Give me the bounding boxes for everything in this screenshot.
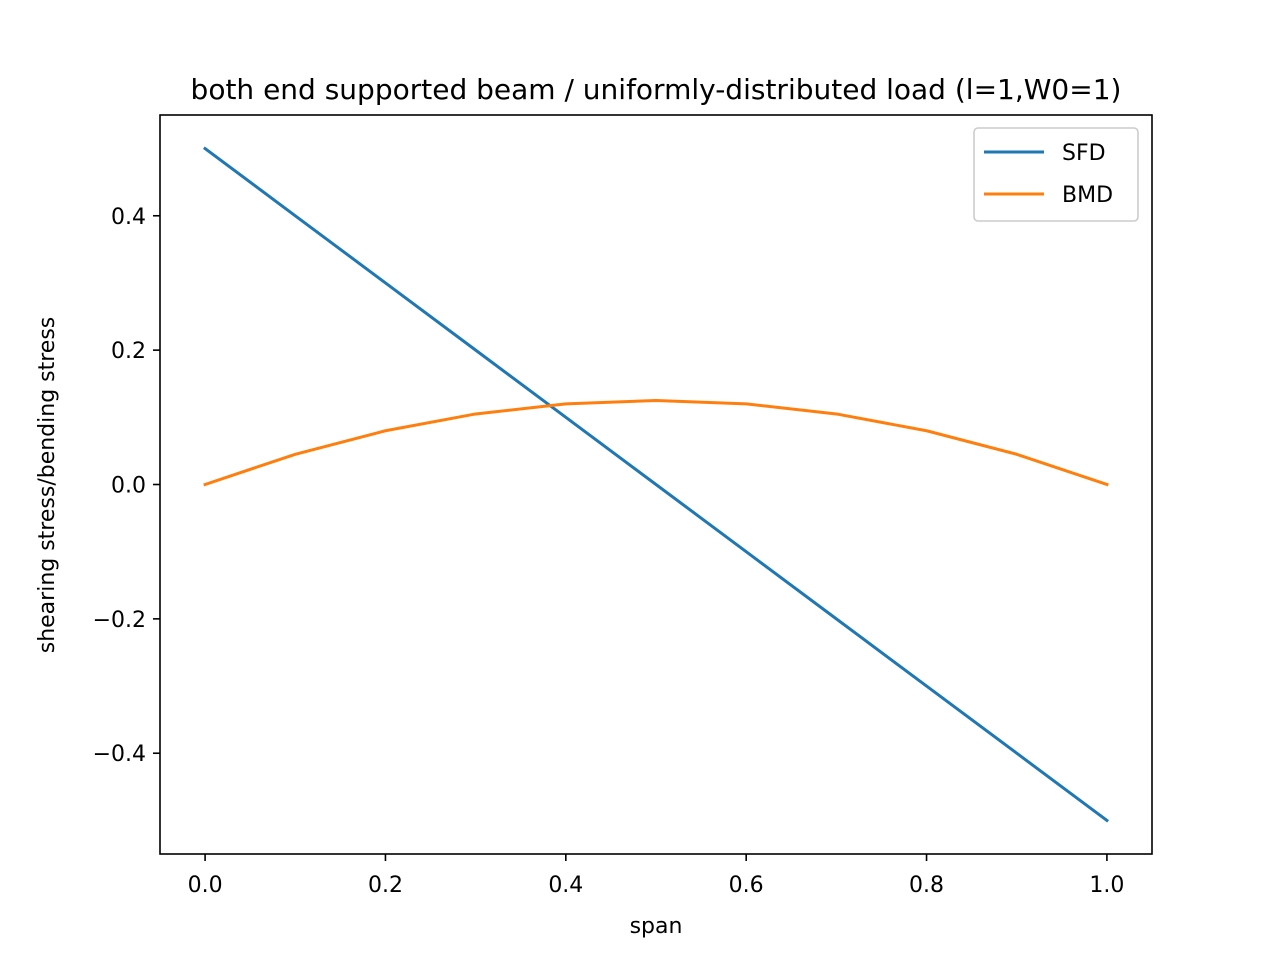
y-axis: 0.4 0.2 0.0 −0.2 −0.4	[93, 205, 160, 767]
legend: SFD BMD	[973, 127, 1139, 222]
y-tick-label: −0.2	[93, 608, 146, 633]
x-axis-label: span	[630, 914, 683, 939]
y-axis-label: shearing stress/bending stress	[35, 317, 60, 654]
legend-label-1: BMD	[1062, 183, 1113, 208]
x-tick-label: 0.8	[909, 873, 944, 898]
legend-entries: SFD BMD	[984, 141, 1113, 208]
x-tick-label: 0.4	[548, 873, 583, 898]
legend-box	[973, 127, 1139, 222]
x-tick-label: 0.6	[729, 873, 764, 898]
x-axis: 0.0 0.2 0.4 0.6 0.8 1.0	[188, 854, 1124, 898]
y-tick-label: 0.2	[111, 339, 146, 364]
chart-title: both end supported beam / uniformly-dist…	[191, 73, 1122, 106]
x-tick-label: 0.2	[368, 873, 403, 898]
y-tick-label: −0.4	[93, 742, 146, 767]
legend-label-0: SFD	[1062, 141, 1106, 166]
series-line-1	[203, 399, 1109, 487]
y-tick-label: 0.4	[111, 205, 146, 230]
y-tick-label: 0.0	[111, 474, 146, 499]
x-tick-label: 0.0	[188, 873, 223, 898]
series-line-0	[202, 146, 1110, 823]
plot-area	[202, 146, 1110, 823]
x-tick-label: 1.0	[1089, 873, 1124, 898]
